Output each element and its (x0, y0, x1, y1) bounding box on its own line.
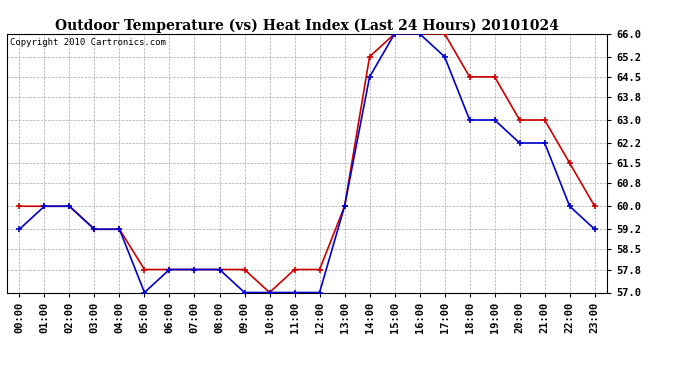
Title: Outdoor Temperature (vs) Heat Index (Last 24 Hours) 20101024: Outdoor Temperature (vs) Heat Index (Las… (55, 18, 559, 33)
Text: Copyright 2010 Cartronics.com: Copyright 2010 Cartronics.com (10, 38, 166, 46)
